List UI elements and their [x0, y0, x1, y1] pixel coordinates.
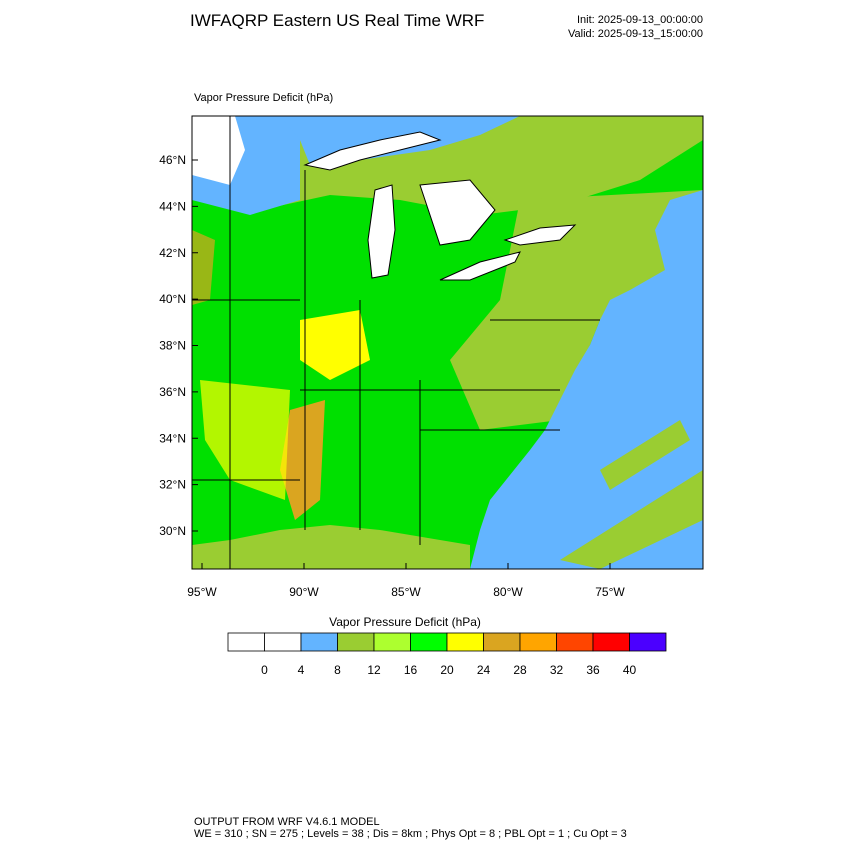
colorbar-label: 24	[477, 663, 491, 677]
colorbar-label: 8	[334, 663, 341, 677]
colorbar-box	[446, 632, 484, 652]
colorbar-label: 0	[261, 663, 268, 677]
colorbar-box	[410, 632, 448, 652]
lon-label: 75°W	[595, 585, 625, 599]
colorbar-box	[556, 632, 594, 652]
lake-huron	[419, 179, 496, 246]
lake-erie	[439, 251, 521, 281]
dry-patch	[200, 380, 290, 500]
colorbar-box	[629, 632, 667, 652]
colorbar-box	[264, 632, 302, 652]
map-field	[192, 116, 703, 569]
map-frame	[191, 115, 704, 570]
valid-time: Valid: 2025-09-13_15:00:00	[568, 28, 703, 40]
lat-label: 34°N	[159, 431, 186, 445]
east-region	[450, 190, 703, 430]
colorbar-box	[227, 632, 265, 652]
colorbar-label: 12	[367, 663, 381, 677]
colorbar-label: 20	[440, 663, 454, 677]
colorbar-box	[300, 632, 338, 652]
colorbar-label: 40	[623, 663, 637, 677]
north-white	[192, 116, 245, 185]
lat-label: 46°N	[159, 153, 186, 167]
lat-label: 32°N	[159, 478, 186, 492]
colorbar-label: 32	[550, 663, 564, 677]
colorbar-box	[519, 632, 557, 652]
colorbar-box	[373, 632, 411, 652]
state-borders	[192, 116, 600, 569]
dry-patch	[192, 230, 215, 305]
lake-ontario	[503, 224, 577, 246]
gulf	[192, 525, 470, 569]
footer-line: WE = 310 ; SN = 275 ; Levels = 38 ; Dis …	[194, 828, 627, 840]
lake-michigan	[367, 184, 396, 279]
colorbar-label: 4	[298, 663, 305, 677]
colorbar-label: 28	[513, 663, 527, 677]
lat-label: 36°N	[159, 385, 186, 399]
lat-label: 42°N	[159, 246, 186, 260]
colorbar-label: 36	[586, 663, 600, 677]
colorbar-label: 16	[404, 663, 418, 677]
colorbar-title: Vapor Pressure Deficit (hPa)	[329, 615, 481, 629]
title: IWFAQRP Eastern US Real Time WRF	[190, 11, 484, 30]
colorbar-box	[337, 632, 375, 652]
lat-label: 44°N	[159, 199, 186, 213]
colorbar-box	[483, 632, 521, 652]
dry-patch	[300, 310, 370, 380]
atlantic	[470, 190, 703, 569]
field-label: Vapor Pressure Deficit (hPa)	[194, 92, 333, 104]
lon-label: 80°W	[493, 585, 523, 599]
lon-label: 90°W	[289, 585, 319, 599]
lon-label: 85°W	[391, 585, 421, 599]
dry-patch	[280, 400, 325, 520]
ocean-streak	[560, 420, 703, 569]
footer-line: OUTPUT FROM WRF V4.6.1 MODEL	[194, 816, 380, 828]
lat-label: 30°N	[159, 524, 186, 538]
init-time: Init: 2025-09-13_00:00:00	[577, 14, 703, 26]
lake-superior	[303, 131, 442, 171]
lat-label: 40°N	[159, 292, 186, 306]
lon-label: 95°W	[187, 585, 217, 599]
lat-label: 38°N	[159, 339, 186, 353]
colorbar-box	[592, 632, 630, 652]
